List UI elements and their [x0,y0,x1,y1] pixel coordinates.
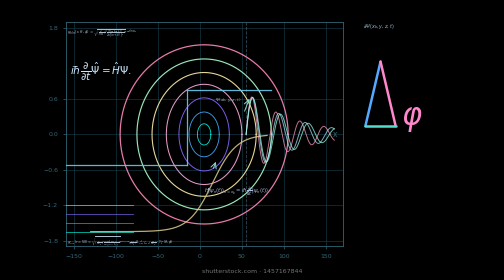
Text: $\psi_{nlm}(r{=}50)=\sqrt{\left(\frac{2}{na_0}\right)^{\!3}\!\frac{(n-\ell-1)!}{: $\psi_{nlm}(r{=}50)=\sqrt{\left(\frac{2}… [67,235,174,248]
Text: $H|\psi_n(t)\rangle_{x=x_b} = i\hbar\dfrac{\partial}{\partial t}|\psi_n(t)\rangl: $H|\psi_n(t)\rangle_{x=x_b} = i\hbar\dfr… [204,185,269,198]
Text: $\partial\Psi(x_b,y,z,t)$: $\partial\Psi(x_b,y,z,t)$ [363,22,395,31]
Text: $\psi_{nlm}(r,\theta,\phi) = \sqrt{\left(\frac{2}{na_0}\right)^{\!3}\!\frac{(n-\: $\psi_{nlm}(r,\theta,\phi) = \sqrt{\left… [67,27,137,40]
Text: $\varphi$: $\varphi$ [401,105,422,134]
Text: shutterstock.com · 1457167844: shutterstock.com · 1457167844 [202,269,302,274]
Text: $i\hbar\dfrac{\partial}{\partial t}\hat{\Psi} = \hat{H}\Psi.$: $i\hbar\dfrac{\partial}{\partial t}\hat{… [70,61,132,83]
Text: $\Psi(x_b,y,z,t)$: $\Psi(x_b,y,z,t)$ [215,96,241,104]
Text: x: x [333,130,337,139]
